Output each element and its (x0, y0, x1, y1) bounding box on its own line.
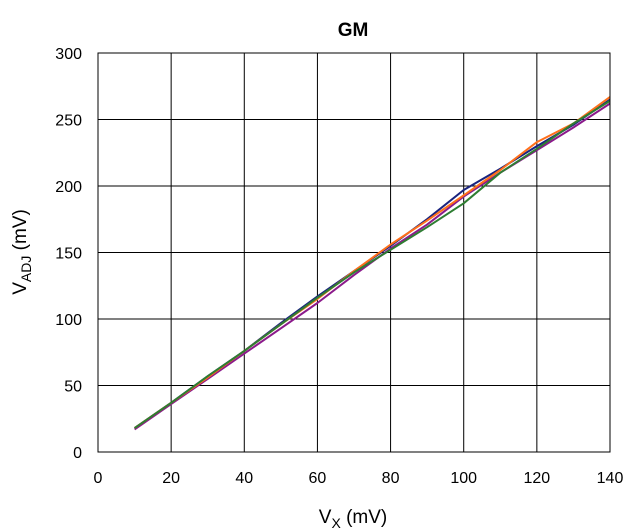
y-tick-label: 150 (55, 246, 82, 263)
x-tick-label: 120 (524, 470, 551, 487)
chart-title: GM (338, 20, 369, 41)
y-tick-label: 300 (55, 46, 82, 63)
x-axis-label-rest: (mV) (341, 507, 387, 528)
x-tick-label: 60 (309, 470, 327, 487)
series-line-4 (134, 100, 611, 429)
y-tick-labels: 0 50 100 150 200 250 300 (55, 46, 82, 462)
x-tick-labels: 0 20 40 60 80 100 120 140 (94, 470, 624, 487)
series-group (134, 96, 611, 431)
y-tick-label: 0 (73, 445, 82, 462)
y-axis-label-rest: (mV) (10, 209, 31, 255)
y-tick-label: 100 (55, 312, 82, 329)
x-tick-label: 100 (450, 470, 477, 487)
plot-frame (97, 52, 611, 453)
y-tick-label: 250 (55, 113, 82, 130)
y-axis-label-main: V (10, 282, 31, 295)
x-tick-label: 40 (235, 470, 253, 487)
x-tick-label: 0 (94, 470, 103, 487)
x-axis-label-main: V (319, 507, 332, 528)
y-axis-label: VADJ (mV) (10, 209, 34, 295)
grid (97, 52, 611, 453)
x-tick-label: 80 (382, 470, 400, 487)
x-tick-label: 140 (597, 470, 624, 487)
y-axis-label-sub: ADJ (18, 256, 34, 282)
x-axis-label-sub: X (331, 515, 341, 530)
x-tick-label: 20 (162, 470, 180, 487)
y-tick-label: 50 (64, 379, 82, 396)
y-tick-label: 200 (55, 179, 82, 196)
series-line-1 (134, 102, 611, 431)
x-axis-label: VX (mV) (319, 507, 387, 530)
